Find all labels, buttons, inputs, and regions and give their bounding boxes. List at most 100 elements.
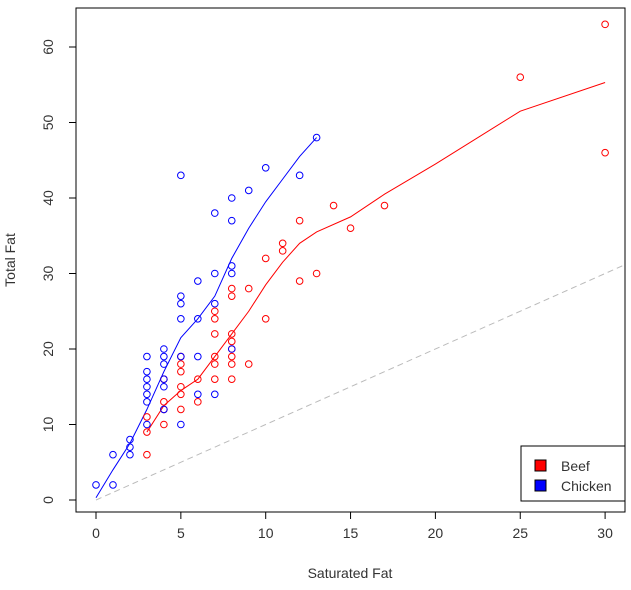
point-chicken: [261, 164, 270, 172]
x-tick-label: 20: [428, 525, 444, 541]
point-chicken: [227, 269, 236, 278]
point-chicken: [210, 209, 219, 217]
point-chicken: [177, 171, 185, 180]
x-tick-label: 25: [512, 525, 528, 541]
point-beef: [380, 201, 389, 210]
point-beef: [210, 307, 219, 316]
point-chicken: [177, 292, 185, 300]
point-chicken: [295, 171, 304, 180]
point-beef: [210, 352, 219, 361]
point-beef: [143, 450, 151, 459]
point-beef: [261, 254, 270, 263]
y-tick-label: 0: [40, 496, 56, 504]
point-beef: [278, 239, 287, 248]
point-beef: [210, 360, 219, 368]
point-beef: [601, 20, 609, 29]
plot-frame: [75, 7, 626, 513]
point-beef: [177, 382, 185, 391]
y-tick-label: 20: [40, 341, 56, 357]
point-chicken: [109, 481, 117, 489]
point-beef: [143, 413, 151, 421]
point-chicken: [210, 269, 219, 278]
legend-swatch-chicken: [534, 479, 547, 492]
point-beef: [210, 315, 219, 323]
point-chicken: [143, 375, 151, 384]
x-tick-label: 30: [597, 525, 613, 541]
point-beef: [227, 352, 236, 361]
point-beef: [244, 284, 253, 293]
point-chicken: [126, 435, 134, 444]
point-beef: [278, 247, 287, 255]
y-axis-label: Total Fat: [2, 233, 18, 287]
point-beef: [244, 360, 253, 368]
y-tick-label: 50: [40, 115, 56, 131]
point-beef: [295, 277, 304, 285]
legend: Beef Chicken: [520, 445, 626, 502]
point-beef: [194, 375, 202, 384]
y-tick-label: 30: [40, 266, 56, 282]
point-beef: [210, 375, 219, 384]
point-chicken: [177, 299, 185, 308]
x-tick-label: 15: [343, 525, 359, 541]
point-beef: [160, 398, 168, 406]
point-chicken: [126, 450, 134, 459]
point-chicken: [143, 390, 151, 399]
point-beef: [601, 148, 609, 157]
point-chicken: [244, 186, 253, 195]
point-chicken: [126, 443, 134, 451]
x-axis-label: Saturated Fat: [308, 565, 393, 581]
point-beef: [227, 337, 236, 346]
point-beef: [261, 315, 270, 323]
point-chicken: [227, 262, 236, 270]
point-beef: [329, 201, 338, 210]
point-beef: [295, 216, 304, 225]
x-tick-label: 5: [177, 525, 185, 541]
point-chicken: [227, 345, 236, 353]
point-chicken: [227, 194, 236, 202]
point-beef: [227, 330, 236, 338]
point-beef: [227, 360, 236, 368]
legend-swatch-beef: [534, 459, 547, 472]
point-beef: [177, 360, 185, 368]
smooth-line-beef: [146, 82, 606, 433]
point-beef: [312, 269, 321, 278]
point-chicken: [177, 315, 185, 323]
point-chicken: [160, 352, 168, 361]
point-chicken: [143, 367, 151, 376]
point-chicken: [160, 405, 168, 414]
point-beef: [194, 398, 202, 406]
point-beef: [177, 390, 185, 399]
point-beef: [516, 73, 525, 81]
point-beef: [143, 428, 151, 436]
x-tick-label: 0: [92, 525, 100, 541]
point-chicken: [143, 352, 151, 361]
point-chicken: [227, 216, 236, 225]
point-chicken: [312, 133, 321, 142]
legend-label-beef: Beef: [561, 458, 590, 474]
point-chicken: [210, 299, 219, 308]
point-beef: [227, 375, 236, 384]
point-beef: [210, 330, 219, 338]
point-beef: [346, 224, 355, 232]
point-beef: [227, 292, 236, 300]
point-chicken: [92, 481, 100, 489]
point-chicken: [160, 345, 168, 353]
point-chicken: [143, 420, 151, 429]
point-chicken: [143, 398, 151, 406]
point-chicken: [109, 450, 117, 459]
point-chicken: [177, 420, 185, 429]
point-beef: [160, 420, 168, 429]
point-chicken: [210, 390, 219, 399]
point-chicken: [194, 277, 202, 285]
point-beef: [177, 405, 185, 414]
point-beef: [227, 284, 236, 293]
y-tick-label: 10: [40, 417, 56, 433]
point-beef: [177, 367, 185, 376]
point-chicken: [194, 390, 202, 399]
y-tick-label: 60: [40, 39, 56, 55]
point-chicken: [160, 375, 168, 384]
legend-label-chicken: Chicken: [561, 478, 612, 494]
point-chicken: [194, 352, 202, 361]
